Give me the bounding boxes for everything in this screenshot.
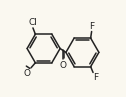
Text: Cl: Cl (28, 18, 37, 27)
Text: O: O (60, 61, 67, 70)
Text: F: F (93, 73, 99, 82)
Text: F: F (89, 22, 94, 31)
Text: O: O (23, 69, 30, 78)
